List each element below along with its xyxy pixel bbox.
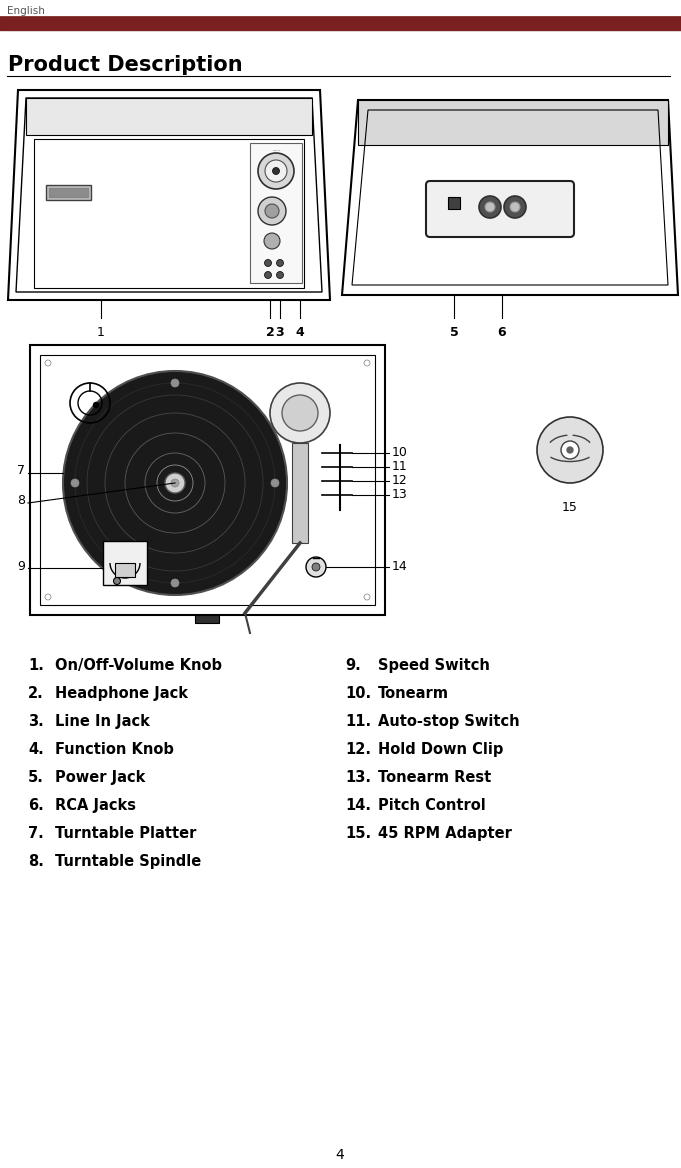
Text: RCA Jacks: RCA Jacks [55,798,136,813]
Text: Turntable Platter: Turntable Platter [55,826,196,841]
Text: 2: 2 [266,326,274,339]
Circle shape [165,473,185,493]
Circle shape [306,557,326,577]
Text: 1.: 1. [28,658,44,673]
Text: Pitch Control: Pitch Control [378,798,486,813]
Polygon shape [26,98,312,135]
Circle shape [264,259,272,266]
Circle shape [264,271,272,278]
Polygon shape [195,616,219,623]
Text: 13.: 13. [345,770,371,785]
Circle shape [171,479,179,487]
Text: Tonearm Rest: Tonearm Rest [378,770,491,785]
Text: 4: 4 [296,326,304,339]
Text: 9: 9 [17,559,25,572]
Text: 8: 8 [17,494,25,508]
Text: On/Off-Volume Knob: On/Off-Volume Knob [55,658,222,673]
Text: 10.: 10. [345,686,371,701]
Text: Auto-stop Switch: Auto-stop Switch [378,714,520,729]
Text: 12: 12 [392,474,408,487]
Circle shape [71,479,79,487]
Text: 11.: 11. [345,714,371,729]
Circle shape [567,447,573,453]
Polygon shape [46,185,91,200]
Text: 5: 5 [449,326,458,339]
Polygon shape [103,541,147,585]
Circle shape [258,197,286,225]
Circle shape [114,577,121,584]
Circle shape [171,378,179,387]
Text: 45 RPM Adapter: 45 RPM Adapter [378,826,512,841]
Polygon shape [448,197,460,209]
Circle shape [504,196,526,218]
Text: 6: 6 [498,326,506,339]
Circle shape [258,153,294,189]
Text: English: English [7,6,45,16]
Text: Hold Down Clip: Hold Down Clip [378,742,503,757]
Text: 9.: 9. [345,658,361,673]
FancyBboxPatch shape [426,181,574,237]
Text: 2.: 2. [28,686,44,701]
Text: Headphone Jack: Headphone Jack [55,686,188,701]
Text: 10: 10 [392,446,408,459]
Circle shape [272,167,279,174]
Text: 6.: 6. [28,798,44,813]
Circle shape [276,271,283,278]
Circle shape [265,160,287,182]
Text: Tonearm: Tonearm [378,686,449,701]
Text: Speed Switch: Speed Switch [378,658,490,673]
Text: 13: 13 [392,488,408,501]
Polygon shape [8,90,330,300]
Text: 8.: 8. [28,854,44,869]
Text: 4.: 4. [28,742,44,757]
Text: 14: 14 [392,561,408,573]
Circle shape [485,202,495,213]
Text: 15: 15 [562,501,578,514]
Text: 7: 7 [17,465,25,478]
Text: ___: ___ [272,146,280,151]
Text: Function Knob: Function Knob [55,742,174,757]
Circle shape [264,232,280,249]
Circle shape [171,579,179,588]
Text: 11: 11 [392,460,408,473]
Circle shape [561,442,579,459]
Text: Product Description: Product Description [8,55,242,75]
Text: 12.: 12. [345,742,371,757]
Text: 4: 4 [336,1148,345,1162]
Text: Power Jack: Power Jack [55,770,145,785]
Circle shape [271,479,279,487]
Text: 1: 1 [97,326,105,339]
Circle shape [276,259,283,266]
Polygon shape [115,563,135,577]
Text: 14.: 14. [345,798,371,813]
Circle shape [282,395,318,431]
Polygon shape [250,142,302,283]
Circle shape [270,383,330,443]
Polygon shape [30,345,385,616]
Circle shape [510,202,520,213]
Text: 15.: 15. [345,826,371,841]
Text: 7.: 7. [28,826,44,841]
Text: 3: 3 [276,326,284,339]
Polygon shape [292,443,308,543]
Text: Line In Jack: Line In Jack [55,714,150,729]
Circle shape [537,417,603,484]
Polygon shape [342,100,678,296]
Text: 5.: 5. [28,770,44,785]
Circle shape [312,563,320,571]
Circle shape [63,371,287,595]
Circle shape [265,204,279,218]
Text: Turntable Spindle: Turntable Spindle [55,854,202,869]
Circle shape [479,196,501,218]
Polygon shape [358,100,668,145]
Circle shape [93,403,99,408]
Text: 3.: 3. [28,714,44,729]
